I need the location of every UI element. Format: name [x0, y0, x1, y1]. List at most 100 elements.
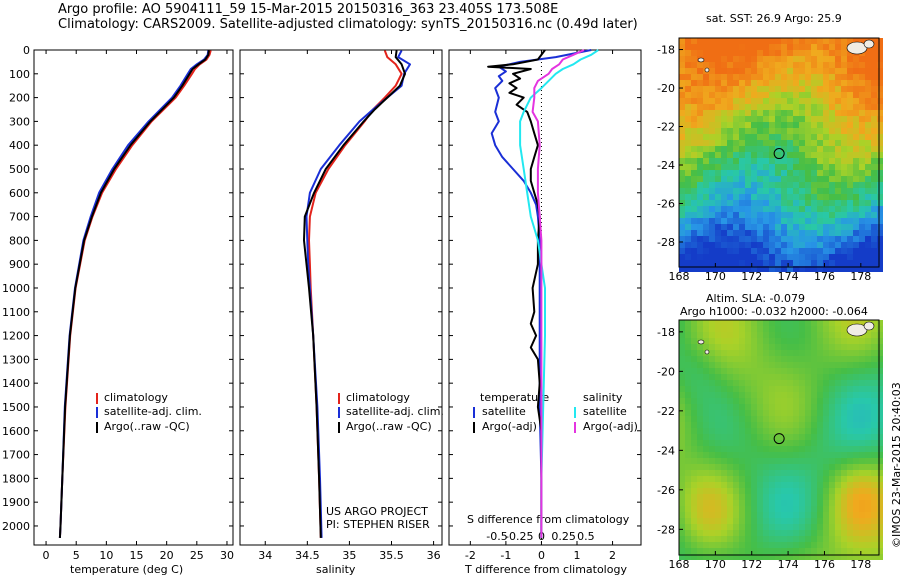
sst-cell	[877, 86, 883, 92]
sst-cell	[793, 74, 799, 80]
sla-cell	[823, 362, 829, 368]
sla-cell	[787, 392, 793, 398]
sst-cell	[757, 182, 763, 188]
sla-cell	[817, 482, 823, 488]
sla-cell	[853, 512, 859, 518]
sst-cell	[727, 194, 733, 200]
sla-cell	[817, 446, 823, 452]
sst-cell	[715, 122, 721, 128]
sst-cell	[841, 92, 847, 98]
sla-cell	[721, 392, 727, 398]
sst-cell	[823, 110, 829, 116]
sst-cell	[679, 242, 685, 248]
sla-cell	[703, 500, 709, 506]
sst-cell	[709, 92, 715, 98]
sst-cell	[691, 248, 697, 254]
sla-cell	[745, 374, 751, 380]
sla-cell	[721, 464, 727, 470]
sst-cell	[727, 242, 733, 248]
sst-cell	[793, 254, 799, 260]
sst-cell	[865, 68, 871, 74]
sla-cell	[877, 344, 883, 350]
sst-cell	[877, 116, 883, 122]
sla-cell	[697, 404, 703, 410]
sla-cell	[811, 332, 817, 338]
sla-cell	[841, 362, 847, 368]
sla-cell	[709, 326, 715, 332]
sla-cell	[829, 470, 835, 476]
sla-cell	[697, 470, 703, 476]
sst-cell	[781, 176, 787, 182]
sla-cell	[727, 320, 733, 326]
sla-cell	[865, 428, 871, 434]
sla-cell	[787, 362, 793, 368]
sst-cell	[763, 218, 769, 224]
temperature-xtick-label: 10	[99, 549, 113, 562]
sla-cell	[805, 434, 811, 440]
sst-cell	[817, 248, 823, 254]
sla-cell	[853, 554, 859, 560]
temperature-xtick-label: 25	[190, 549, 204, 562]
sla-cell	[799, 452, 805, 458]
sst-cell	[775, 104, 781, 110]
sla-cell	[763, 404, 769, 410]
sla-cell	[709, 530, 715, 536]
sla-cell	[847, 548, 853, 554]
sla-cell	[811, 398, 817, 404]
sst-cell	[715, 188, 721, 194]
sla-cell	[859, 494, 865, 500]
sst-cell	[829, 74, 835, 80]
sla-cell	[841, 524, 847, 530]
sst-cell	[739, 260, 745, 266]
sst-cell	[757, 44, 763, 50]
sst-cell	[859, 146, 865, 152]
sla-cell	[847, 380, 853, 386]
sst-cell	[853, 140, 859, 146]
sst-cell	[787, 200, 793, 206]
sst-cell	[823, 218, 829, 224]
sst-cell	[775, 224, 781, 230]
sst-cell	[709, 158, 715, 164]
sst-cell	[751, 248, 757, 254]
sst-cell	[721, 170, 727, 176]
sst-cell	[709, 254, 715, 260]
sla-cell	[703, 398, 709, 404]
sla-cell	[763, 524, 769, 530]
sst-cell	[823, 194, 829, 200]
sla-cell	[703, 428, 709, 434]
sst-cell	[733, 62, 739, 68]
sst-cell	[865, 182, 871, 188]
sst-cell	[847, 260, 853, 266]
sla-cell	[787, 548, 793, 554]
sla-cell	[859, 404, 865, 410]
sla-cell	[835, 500, 841, 506]
sst-cell	[757, 56, 763, 62]
sst-cell	[829, 56, 835, 62]
difference-xtick-label: 1	[574, 549, 581, 562]
sla-cell	[769, 422, 775, 428]
sla-cell	[817, 404, 823, 410]
sla-cell	[835, 338, 841, 344]
sla-cell	[847, 362, 853, 368]
sst-cell	[847, 50, 853, 56]
sla-cell	[745, 332, 751, 338]
sla-cell	[727, 488, 733, 494]
sla-cell	[817, 338, 823, 344]
sla-cell	[685, 482, 691, 488]
sla-cell	[685, 530, 691, 536]
sst-cell	[841, 224, 847, 230]
sla-cell	[703, 344, 709, 350]
sla-cell	[733, 398, 739, 404]
sla-cell	[757, 422, 763, 428]
sst-cell	[829, 200, 835, 206]
sla-cell	[757, 500, 763, 506]
sla-cell	[769, 524, 775, 530]
sst-cell	[745, 248, 751, 254]
sla-cell	[865, 554, 871, 560]
sst-cell	[805, 194, 811, 200]
sst-cell	[781, 224, 787, 230]
sla-cell	[715, 446, 721, 452]
sst-cell	[709, 236, 715, 242]
salinity-xlabel: salinity	[316, 563, 356, 576]
sla-cell	[817, 554, 823, 560]
